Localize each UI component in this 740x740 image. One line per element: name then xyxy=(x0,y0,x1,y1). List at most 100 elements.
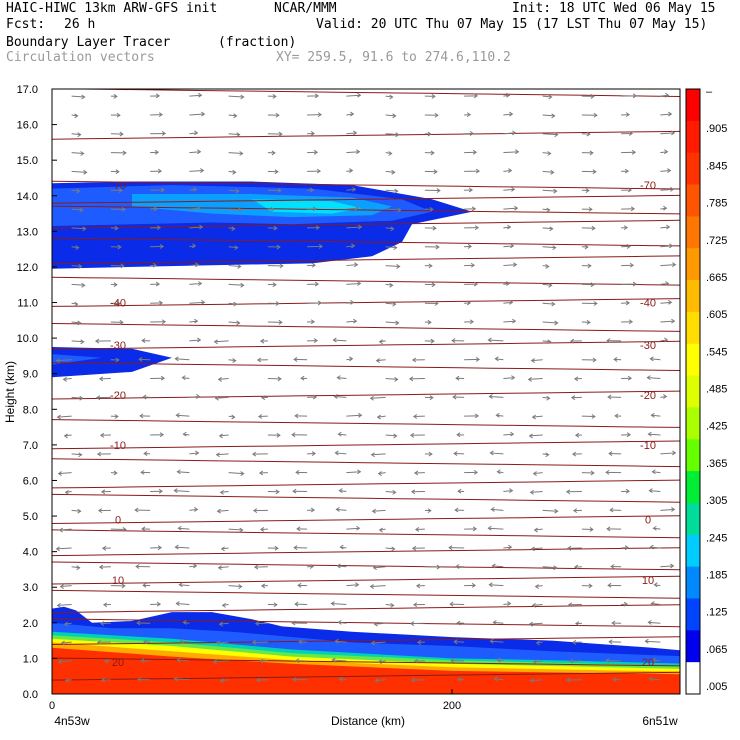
wind-vector xyxy=(71,453,82,456)
wind-vector xyxy=(189,282,202,285)
y-tick-label: 9.0 xyxy=(23,369,38,381)
wind-vector xyxy=(189,132,198,135)
colorbar-swatch xyxy=(686,662,700,695)
wind-vector xyxy=(542,321,558,324)
wind-vector-head xyxy=(221,602,226,608)
wind-vector xyxy=(218,566,229,569)
colorbar-label: .245 xyxy=(706,532,727,544)
wind-vector-head xyxy=(358,412,363,418)
wind-vector xyxy=(542,95,552,98)
wind-vector-head xyxy=(99,621,105,626)
wind-vector-head xyxy=(159,432,165,438)
x-tick-label: 0 xyxy=(49,700,55,712)
wind-vector-head xyxy=(349,168,354,173)
wind-vector-head xyxy=(196,205,201,211)
wind-vector xyxy=(346,527,360,530)
wind-vector xyxy=(532,415,543,418)
contour-label-left: -20 xyxy=(110,390,126,402)
wind-vector-head xyxy=(509,299,514,305)
wind-vector-head xyxy=(154,149,160,155)
wind-vector-head xyxy=(415,583,421,589)
wind-vector-head xyxy=(292,488,297,494)
wind-vector-head xyxy=(565,677,571,683)
wind-vector xyxy=(71,208,83,211)
wind-vector-head xyxy=(101,545,107,551)
wind-vector-head xyxy=(158,112,164,118)
wind-vector-head xyxy=(547,151,552,156)
wind-vector-head xyxy=(197,149,202,155)
temperature-isoline-29 xyxy=(52,671,680,681)
wind-vector-head xyxy=(309,564,315,569)
wind-vector-head xyxy=(240,94,245,100)
wind-vector-head xyxy=(671,507,676,512)
wind-vector-head xyxy=(58,527,63,533)
wind-vector-head xyxy=(96,451,102,457)
wind-vector xyxy=(219,434,229,437)
wind-vector-head xyxy=(82,226,87,232)
wind-vector-head xyxy=(469,131,475,136)
wind-vector-head xyxy=(374,678,379,684)
wind-vector xyxy=(176,414,190,417)
wind-vector-head xyxy=(646,375,651,381)
wind-vector-head xyxy=(451,338,456,343)
y-tick-label: 3.0 xyxy=(23,582,38,594)
wind-vector-head xyxy=(64,489,69,495)
wind-vector xyxy=(221,547,229,550)
wind-vector-head xyxy=(332,337,337,343)
wind-vector-head xyxy=(137,677,142,682)
wind-vector xyxy=(175,358,190,361)
wind-vector xyxy=(218,378,229,380)
wind-vector-head xyxy=(152,262,158,268)
wind-vector-head xyxy=(115,169,120,175)
wind-vector xyxy=(651,603,661,605)
wind-vector-head xyxy=(295,469,300,475)
wind-vector-head xyxy=(218,433,223,439)
wind-vector-head xyxy=(200,168,205,173)
wind-vector-head xyxy=(474,413,480,419)
temperature-isoline-25 xyxy=(52,604,680,613)
wind-vector-head xyxy=(114,225,119,231)
contour-label-left: -30 xyxy=(110,340,126,352)
wind-vector-head xyxy=(573,376,579,382)
wind-vector xyxy=(534,528,543,531)
colorbar-swatch xyxy=(686,502,700,536)
wind-vector-head xyxy=(56,414,61,420)
wind-vector-head xyxy=(201,299,206,305)
wind-vector-head xyxy=(254,621,260,626)
wind-vector xyxy=(503,170,512,172)
colorbar-label: .425 xyxy=(706,421,727,433)
wind-vector-head xyxy=(277,188,282,193)
wind-vector-head xyxy=(411,357,417,363)
wind-vector-head xyxy=(255,677,261,683)
wind-vector-head xyxy=(122,527,127,532)
wind-vector-head xyxy=(349,356,354,362)
wind-vector-head xyxy=(291,432,296,438)
wind-vector-head xyxy=(565,489,571,495)
temperature-isoline-19 xyxy=(52,515,680,524)
wind-vector-head xyxy=(377,471,382,476)
wind-vector-head xyxy=(201,111,206,117)
wind-vector-head xyxy=(160,375,166,381)
contour-label-right: -20 xyxy=(640,390,656,402)
wind-vector-head xyxy=(625,112,631,118)
wind-vector-head xyxy=(311,451,317,456)
wind-vector xyxy=(228,208,242,211)
wind-vector xyxy=(660,188,674,191)
wind-vector-head xyxy=(337,619,342,625)
wind-vector xyxy=(189,170,204,172)
wind-vector xyxy=(71,152,84,154)
wind-vector-head xyxy=(317,300,323,306)
wind-vector-head xyxy=(357,92,362,98)
wind-vector-head xyxy=(309,187,315,193)
wind-vector xyxy=(228,95,244,98)
wind-vector xyxy=(228,133,240,136)
wind-vector xyxy=(503,603,511,605)
temperature-isoline-14 xyxy=(52,419,680,428)
wind-vector-head xyxy=(334,638,339,644)
wind-vector-head xyxy=(318,244,324,249)
colorbar-label: – xyxy=(706,86,713,98)
temperature-isoline-2 xyxy=(52,180,680,190)
wind-vector xyxy=(346,584,359,587)
wind-vector-head xyxy=(590,282,595,288)
wind-vector-head xyxy=(665,281,670,286)
